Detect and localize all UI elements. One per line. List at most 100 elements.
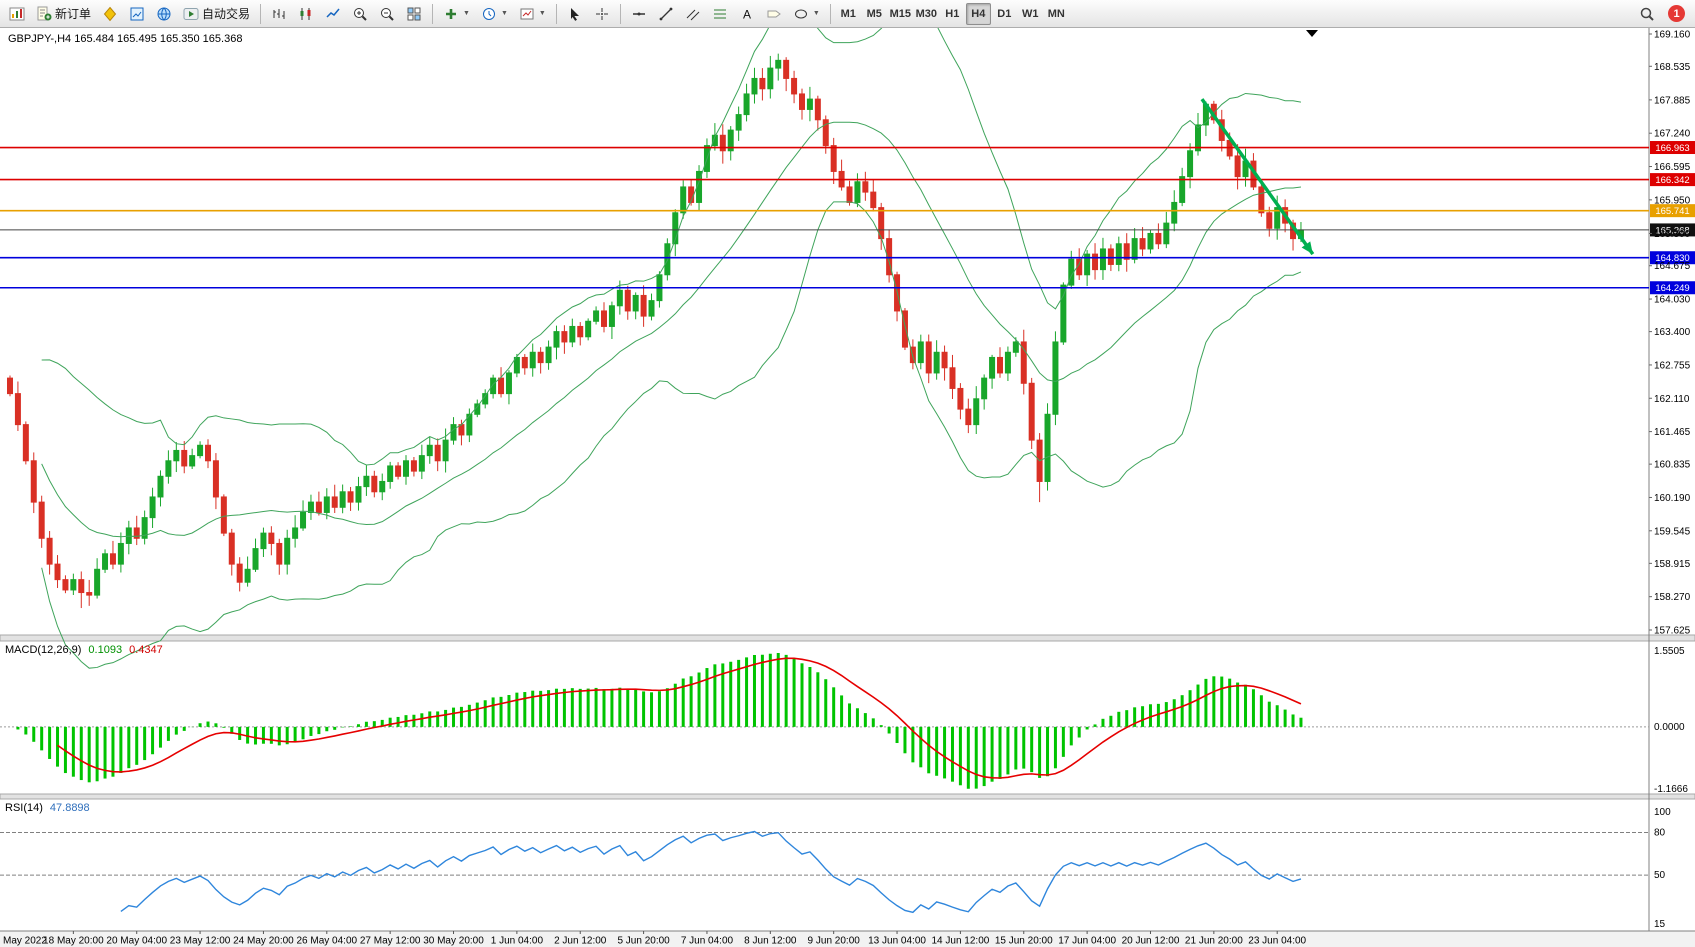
svg-text:17 Jun 04:00: 17 Jun 04:00 <box>1058 936 1116 947</box>
fibonacci-tool-button[interactable] <box>707 2 733 26</box>
templates-icon <box>520 8 534 19</box>
trend-arrow[interactable] <box>1200 98 1315 256</box>
svg-text:23 Jun 04:00: 23 Jun 04:00 <box>1248 936 1306 947</box>
timeframe-d1-button[interactable]: D1 <box>997 7 1012 20</box>
trendline-tool-button[interactable] <box>653 2 679 26</box>
chart-shift-marker[interactable] <box>1306 30 1318 37</box>
panel-splitter-2[interactable] <box>0 793 1695 800</box>
editor-icon <box>103 6 117 21</box>
chevron-down-icon: ▼ <box>538 10 546 17</box>
timeframe-w1-button[interactable]: W1 <box>1022 7 1039 20</box>
panel-splitter-1[interactable] <box>0 634 1695 642</box>
macd-scale-label: -1.1666 <box>1654 784 1688 795</box>
indicators-add-icon <box>446 8 457 19</box>
zoom-out-icon <box>381 7 394 21</box>
svg-text:24 May 20:00: 24 May 20:00 <box>233 936 294 947</box>
main-toolbar: 新订单 自动交易 ▼ ▼ ▼ A ▼ M1 M5 M15 M30 H1 H4 D1 W1 MN 1 <box>0 0 1695 28</box>
price-level-tag <box>1650 251 1695 265</box>
channel-tool-button[interactable] <box>680 2 706 26</box>
svg-text:23 May 12:00: 23 May 12:00 <box>170 936 231 947</box>
bars-icon <box>273 8 285 19</box>
svg-text:30 May 20:00: 30 May 20:00 <box>423 936 484 947</box>
svg-text:163.400: 163.400 <box>1654 327 1691 338</box>
svg-text:157.625: 157.625 <box>1654 626 1691 637</box>
timeframe-m1-button[interactable]: M1 <box>840 7 856 20</box>
svg-text:162.755: 162.755 <box>1654 360 1691 371</box>
templates-button[interactable]: ▼ <box>514 2 551 26</box>
market-watch-button[interactable] <box>124 2 150 26</box>
candlestick-mode-button[interactable] <box>293 2 319 26</box>
trendline-icon <box>659 7 673 20</box>
timeframe-h4-button[interactable]: H4 <box>965 2 991 25</box>
autotrading-button[interactable]: 自动交易 <box>178 2 255 26</box>
chart-canvas[interactable]: 166.963 166.342 165.741 164.830 164.249 165.3… <box>0 28 1695 947</box>
macd-signal-line <box>57 657 1302 779</box>
macd-signal-value: 0.4347 <box>129 644 163 656</box>
price-level-tag <box>1650 204 1695 218</box>
crosshair-icon <box>595 7 608 20</box>
time-axis[interactable] <box>0 931 1695 947</box>
svg-text:1 Jun 04:00: 1 Jun 04:00 <box>491 936 544 947</box>
timeframe-m30-button[interactable]: M30 <box>915 7 937 20</box>
svg-text:160.190: 160.190 <box>1654 493 1691 504</box>
timeframe-m5-button[interactable]: M5 <box>866 7 882 20</box>
rsi-value: 47.8898 <box>49 802 90 814</box>
svg-text:164.249: 164.249 <box>1655 283 1689 294</box>
timeframe-mn-button[interactable]: MN <box>1047 7 1065 20</box>
rsi-scale-label: 50 <box>1654 870 1666 881</box>
label-tool-button[interactable] <box>761 2 787 26</box>
chevron-down-icon: ▼ <box>500 10 508 17</box>
shapes-tool-button[interactable]: ▼ <box>788 2 825 26</box>
market-watch-icon <box>130 7 144 20</box>
timeframe-h1-button[interactable]: H1 <box>945 7 960 20</box>
toolbar-separator <box>829 3 831 24</box>
notification-badge[interactable]: 1 <box>1668 5 1685 22</box>
globe-icon <box>157 7 171 20</box>
crosshair-tool-button[interactable] <box>589 2 615 26</box>
svg-text:158.270: 158.270 <box>1654 592 1691 603</box>
label-icon <box>767 10 781 17</box>
svg-text:20 Jun 12:00: 20 Jun 12:00 <box>1122 936 1180 947</box>
bollinger-upper-band <box>41 28 1302 466</box>
search-button[interactable] <box>1634 2 1660 26</box>
zoom-out-button[interactable] <box>374 2 400 26</box>
bar-chart-mode-button[interactable] <box>266 2 292 26</box>
new-order-button[interactable]: 新订单 <box>31 2 96 26</box>
svg-text:2 Jun 12:00: 2 Jun 12:00 <box>554 936 607 947</box>
hline-tool-button[interactable] <box>626 2 652 26</box>
cursor-tool-button[interactable] <box>562 2 588 26</box>
svg-text:7 Jun 04:00: 7 Jun 04:00 <box>681 936 734 947</box>
macd-indicator-label: MACD(12,26,9) 0.1093 0.4347 <box>5 644 170 656</box>
bollinger-lower-band <box>41 201 1302 669</box>
timeframe-m15-button[interactable]: M15 <box>889 7 911 20</box>
search-icon <box>1640 7 1654 21</box>
svg-text:A: A <box>743 7 751 21</box>
trend-arrow-head <box>1301 241 1313 255</box>
text-tool-button[interactable]: A <box>734 2 760 26</box>
tile-windows-button[interactable] <box>401 2 427 26</box>
svg-text:164.830: 164.830 <box>1655 253 1689 264</box>
rsi-scale-label: 15 <box>1654 919 1666 930</box>
rsi-indicator-label: RSI(14) 47.8898 <box>5 802 97 814</box>
svg-text:20 May 04:00: 20 May 04:00 <box>106 936 167 947</box>
rsi-line <box>120 830 1302 914</box>
svg-text:166.342: 166.342 <box>1655 175 1689 186</box>
help-globe-button[interactable] <box>151 2 177 26</box>
svg-text:165.741: 165.741 <box>1655 206 1689 217</box>
chevron-down-icon: ▼ <box>463 10 470 17</box>
channel-icon <box>686 9 700 20</box>
symbol-ohlc-label: GBPJPY-,H4 165.484 165.495 165.350 165.3… <box>8 33 243 45</box>
line-chart-mode-button[interactable] <box>320 2 346 26</box>
svg-text:169.160: 169.160 <box>1654 30 1691 41</box>
new-chart-button[interactable] <box>4 2 30 26</box>
tile-icon <box>407 7 421 20</box>
periods-button[interactable]: ▼ <box>476 2 513 26</box>
bollinger-middle-band <box>41 121 1302 538</box>
metaeditor-button[interactable] <box>97 2 123 26</box>
autotrade-icon <box>183 7 199 20</box>
zoom-in-button[interactable] <box>347 2 373 26</box>
indicators-button[interactable]: ▼ <box>438 2 475 26</box>
svg-text:15 Jun 20:00: 15 Jun 20:00 <box>995 936 1053 947</box>
zoom-in-icon <box>354 7 367 21</box>
